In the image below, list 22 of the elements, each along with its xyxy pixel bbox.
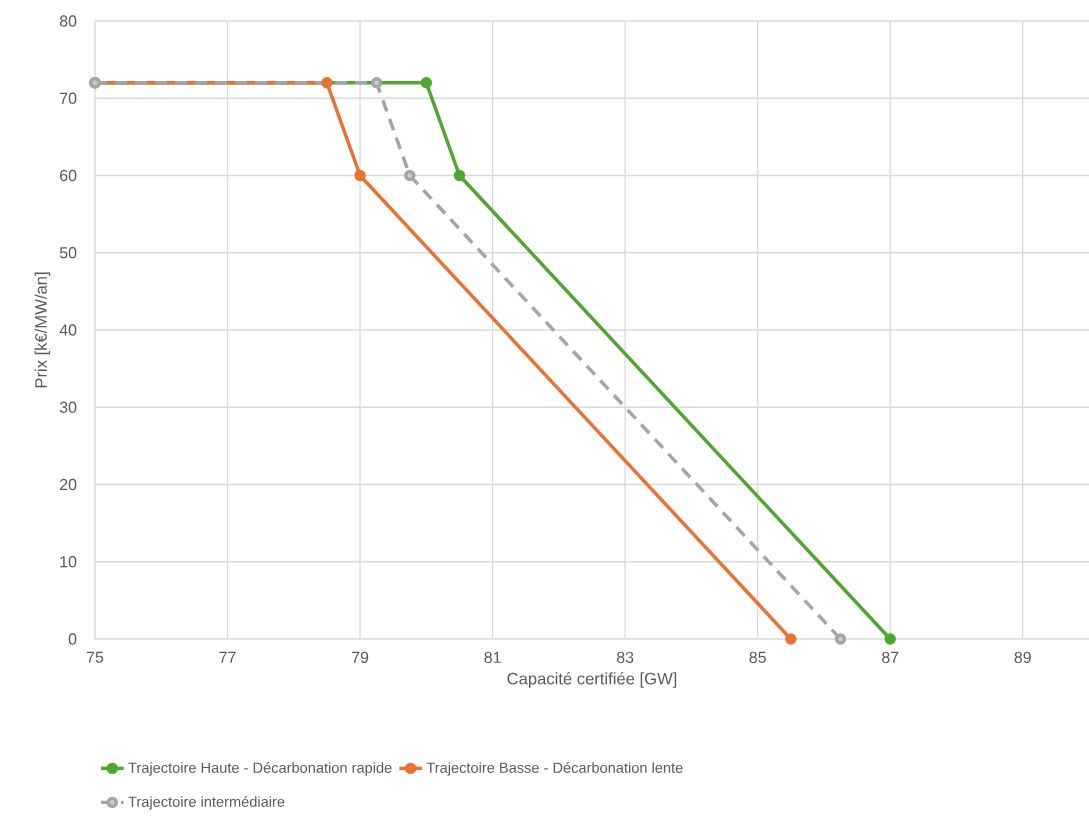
y-axis-title: Prix [k€/MW/an] [34,272,51,388]
x-tick-label: 87 [882,651,899,663]
x-tick-label: 79 [352,651,369,663]
y-tick-label: 30 [59,401,77,413]
legend-label: Trajectoire Haute - Décarbonation rapide [128,762,392,776]
legend-label: Trajectoire intermédiaire [128,796,285,810]
x-tick-label: 77 [219,651,236,663]
y-tick-label: 40 [59,324,77,336]
x-tick-label: 85 [749,651,766,663]
y-tick-label: 60 [60,169,77,182]
legend-label: Trajectoire Basse - Décarbonation lente [426,762,683,776]
x-tick-label: 83 [616,651,634,663]
y-tick-label: 80 [59,15,77,27]
y-tick-label: 0 [68,633,77,645]
y-tick-label: 50 [59,247,77,259]
x-tick-label: 81 [484,651,501,663]
x-tick-label: 75 [86,651,104,663]
x-tick-label: 89 [1014,651,1031,663]
y-tick-label: 20 [60,478,77,491]
y-tick-label: 10 [60,556,77,568]
y-tick-label: 70 [60,92,77,104]
x-axis-title: Capacité certifiée [GW] [507,672,677,688]
